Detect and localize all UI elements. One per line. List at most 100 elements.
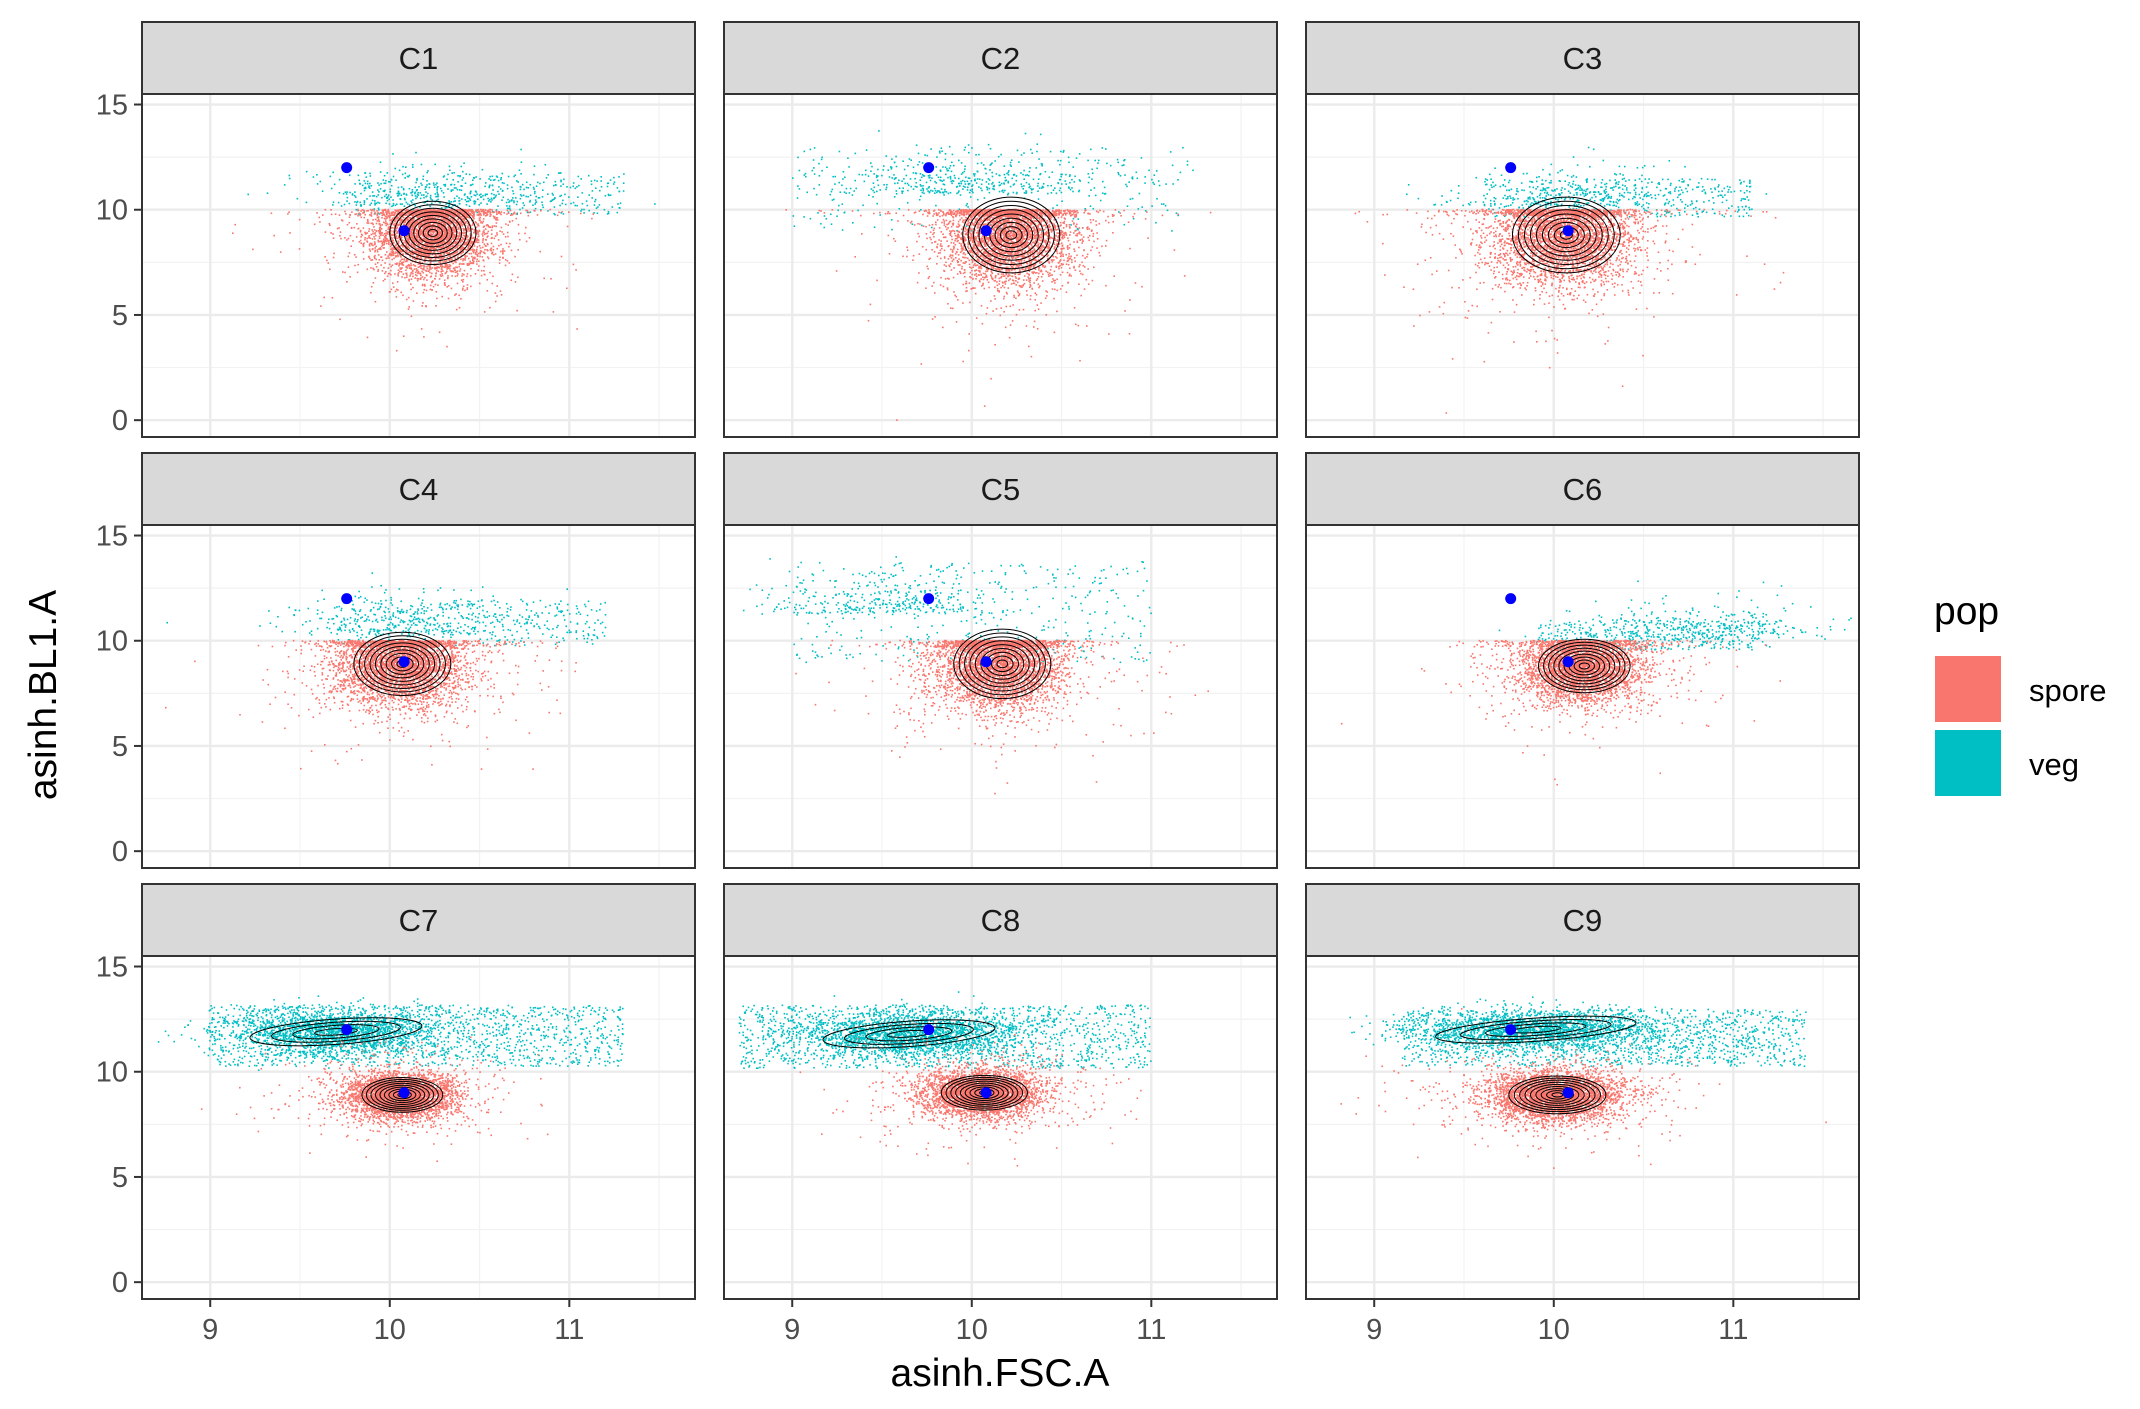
veg-points <box>724 556 1152 664</box>
reference-point <box>398 656 410 668</box>
x-tick-label: 11 <box>554 1314 584 1346</box>
y-tick-label: 10 <box>96 1057 128 1089</box>
y-tick-label: 10 <box>96 195 128 227</box>
x-tick-label: 10 <box>956 1314 988 1346</box>
panel-border <box>723 93 1278 438</box>
y-tick-label: 5 <box>112 300 128 332</box>
panel-plot-area <box>724 94 1277 437</box>
panel-border <box>141 93 696 438</box>
panels-layer: C1 C2 C3 C4 C5 C6 C7 C8 C9 <box>141 21 1860 1300</box>
panel-border <box>1305 955 1860 1300</box>
panel-c9: C9 <box>1305 883 1860 1300</box>
panel-plot-area <box>142 956 695 1299</box>
panel-background <box>142 94 695 437</box>
density-contours <box>1537 638 1631 694</box>
panel-plot-area <box>1306 525 1859 868</box>
panel-c6: C6 <box>1305 452 1860 869</box>
x-tick-label: 11 <box>1136 1314 1166 1346</box>
facet-label: C2 <box>981 41 1021 76</box>
y-tick-label: 0 <box>112 1267 128 1299</box>
reference-point <box>1505 1024 1517 1036</box>
reference-point <box>1562 656 1574 668</box>
reference-point <box>923 1024 935 1036</box>
y-tick-label: 15 <box>96 90 128 122</box>
reference-point <box>341 1024 353 1036</box>
panel-plot-area <box>142 525 695 868</box>
x-axis-title: asinh.FSC.A <box>891 1352 1110 1395</box>
reference-point <box>980 225 992 237</box>
x-tick-label: 11 <box>1718 1314 1748 1346</box>
y-tick-label: 0 <box>112 836 128 868</box>
y-axis-title: asinh.BL1.A <box>22 590 65 800</box>
y-tick-label: 15 <box>96 521 128 553</box>
x-axis-ticks: 9 10 11 9 10 11 9 10 11 <box>202 1299 1748 1346</box>
y-tick-label: 5 <box>112 731 128 763</box>
reference-point <box>923 162 935 174</box>
reference-point <box>341 162 353 174</box>
panel-c1: C1 <box>141 21 696 438</box>
panel-c3: C3 <box>1305 21 1860 438</box>
reference-point <box>980 656 992 668</box>
facet-label: C1 <box>399 41 439 76</box>
facet-label: C6 <box>1563 472 1603 507</box>
reference-point <box>1505 593 1517 605</box>
reference-point <box>1562 1087 1574 1099</box>
panel-plot-area <box>724 956 1277 1299</box>
panel-c4: C4 <box>141 452 696 869</box>
y-tick-label: 5 <box>112 1162 128 1194</box>
legend-key-veg <box>1935 730 2001 796</box>
x-tick-label: 9 <box>784 1314 800 1346</box>
density-contours <box>1435 1015 1637 1115</box>
facet-strip <box>723 21 1278 95</box>
reference-point <box>398 1087 410 1099</box>
facet-label: C5 <box>981 472 1021 507</box>
panel-background <box>724 956 1277 1299</box>
panel-background <box>1306 94 1859 437</box>
facet-strip <box>1305 452 1860 526</box>
density-contours <box>249 1017 444 1113</box>
reference-point <box>341 593 353 605</box>
y-axis-ticks: 0 5 10 15 0 5 10 15 0 5 10 15 <box>96 90 142 1299</box>
y-tick-label: 15 <box>96 952 128 984</box>
density-contours <box>953 628 1052 700</box>
x-tick-label: 9 <box>202 1314 218 1346</box>
panel-c5: C5 <box>723 452 1278 869</box>
density-contours <box>389 200 477 265</box>
facet-strip <box>141 452 696 526</box>
panel-border <box>723 955 1278 1300</box>
facet-strip <box>141 21 696 95</box>
density-contours <box>822 1019 1028 1111</box>
legend: pop spore veg <box>1934 590 2107 796</box>
x-tick-label: 10 <box>374 1314 406 1346</box>
panel-border <box>141 524 696 869</box>
panel-plot-area <box>724 525 1277 868</box>
x-tick-label: 10 <box>1538 1314 1570 1346</box>
x-tick-label: 9 <box>1366 1314 1382 1346</box>
legend-label-spore: spore <box>2029 673 2107 708</box>
panel-background <box>1306 956 1859 1299</box>
panel-border <box>1305 524 1860 869</box>
panel-c7: C7 <box>141 883 696 1300</box>
panel-border <box>1305 93 1860 438</box>
facet-label: C8 <box>981 903 1021 938</box>
legend-key-spore <box>1935 656 2001 722</box>
facet-label: C9 <box>1563 903 1603 938</box>
reference-point <box>923 593 935 605</box>
veg-points <box>166 572 607 647</box>
panel-c2: C2 <box>723 21 1278 438</box>
legend-label-veg: veg <box>2029 747 2079 782</box>
panel-border <box>723 524 1278 869</box>
panel-plot-area <box>142 94 695 437</box>
panel-background <box>142 525 695 868</box>
veg-points <box>247 148 656 216</box>
reference-point <box>1562 225 1574 237</box>
facet-strip <box>1305 21 1860 95</box>
panel-plot-area <box>1306 94 1859 437</box>
legend-title: pop <box>1934 590 1999 633</box>
facet-label: C3 <box>1563 41 1603 76</box>
reference-point <box>1505 162 1517 174</box>
y-tick-label: 10 <box>96 626 128 658</box>
reference-point <box>398 225 410 237</box>
y-tick-label: 0 <box>112 405 128 437</box>
